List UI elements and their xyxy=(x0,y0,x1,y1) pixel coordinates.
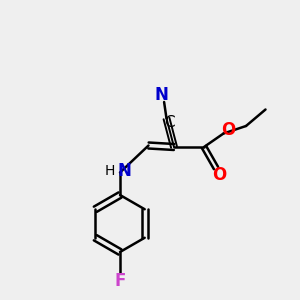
Text: O: O xyxy=(212,166,226,184)
Text: O: O xyxy=(221,121,235,139)
Text: H: H xyxy=(104,164,115,178)
Text: N: N xyxy=(118,162,131,180)
Text: F: F xyxy=(114,272,126,290)
Text: N: N xyxy=(154,86,168,104)
Text: C: C xyxy=(164,115,175,130)
